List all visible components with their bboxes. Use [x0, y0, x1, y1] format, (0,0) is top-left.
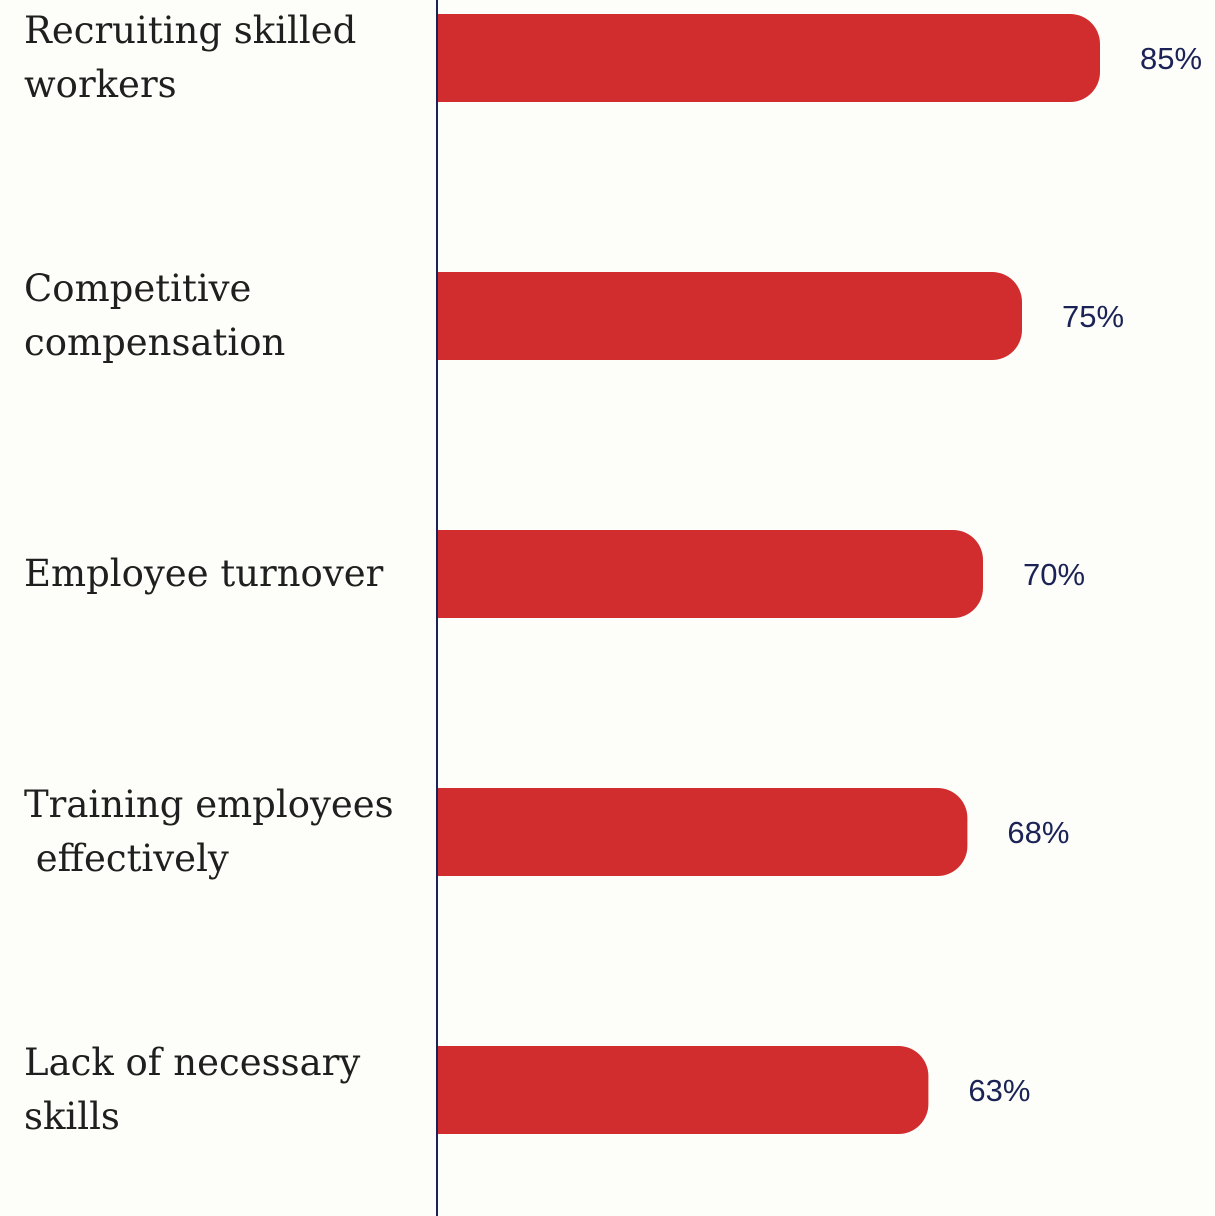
- value-label-3: 70%: [1023, 557, 1085, 592]
- category-label-line: skills: [24, 1095, 120, 1138]
- category-label-line: Training employees: [24, 783, 394, 826]
- bar-1: [437, 14, 1100, 102]
- value-label-5: 63%: [968, 1073, 1030, 1108]
- bars-group: [437, 14, 1100, 1134]
- value-label-1: 85%: [1140, 41, 1202, 76]
- category-label-2: Competitive compensation: [24, 267, 285, 364]
- value-label-2: 75%: [1062, 299, 1124, 334]
- bar-3: [437, 530, 983, 618]
- category-label-line: Lack of necessary: [24, 1041, 360, 1084]
- category-label-1: Recruiting skilled workers: [24, 9, 356, 106]
- category-label-4: Training employees effectively: [24, 783, 394, 880]
- category-label-line: Employee turnover: [24, 552, 384, 595]
- value-label-4: 68%: [1007, 815, 1069, 850]
- bar-2: [437, 272, 1022, 360]
- category-label-line: workers: [24, 63, 177, 106]
- value-labels-group: 85% 75% 70% 68% 63%: [968, 41, 1202, 1108]
- bar-5: [437, 1046, 929, 1134]
- bar-4: [437, 788, 968, 876]
- category-label-5: Lack of necessary skills: [24, 1041, 360, 1138]
- category-label-line: Competitive: [24, 267, 251, 310]
- category-label-line: Recruiting skilled: [24, 9, 356, 52]
- category-label-3: Employee turnover: [24, 552, 384, 595]
- category-label-line: compensation: [24, 321, 285, 364]
- category-labels-group: Recruiting skilled workers Competitive comp…: [24, 9, 394, 1138]
- category-label-line: effectively: [24, 837, 229, 880]
